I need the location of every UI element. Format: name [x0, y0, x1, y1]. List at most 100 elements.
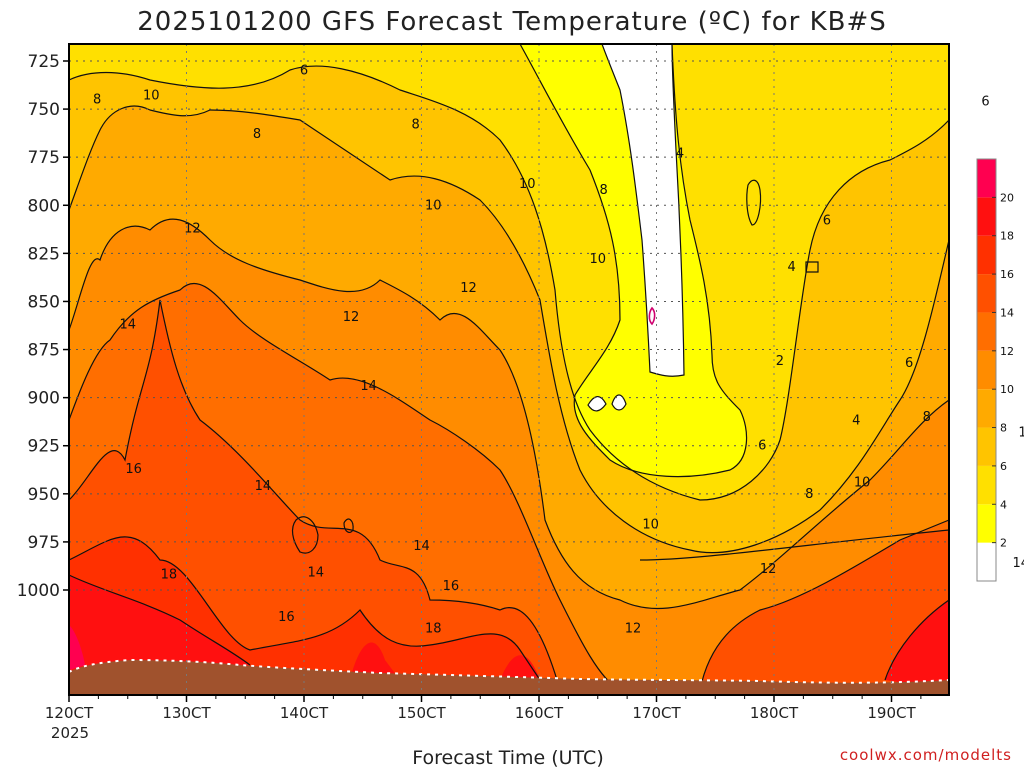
chart-title: 2025101200 GFS Forecast Temperature (ºC)… [137, 7, 887, 37]
colorbar-swatch [977, 159, 996, 198]
field-band-0 [602, 44, 684, 377]
x-tick-label: 130CT [162, 704, 211, 722]
contour-label: 16 [443, 579, 460, 594]
colorbar-label: 14 [1000, 306, 1014, 319]
contour-labels: 6 8 10 8 8 10 10 8 4 6 8 6 4 12 12 10 12 14 14 2 6 8 10 4 6 12 16 1… [93, 64, 1024, 637]
contour-16-islet [291, 516, 319, 554]
colorbar-label: 2 [1000, 537, 1007, 550]
contour-label: 6 [905, 356, 913, 371]
contour-lines [69, 44, 949, 691]
contour-label: 12 [760, 562, 777, 577]
field-band-22 [69, 625, 85, 670]
contour-label: 12 [1018, 425, 1024, 440]
contour-label: 8 [411, 117, 419, 132]
contour-label: 14 [255, 479, 272, 494]
colorbar-swatch [977, 465, 996, 505]
colorbar-swatch [977, 235, 996, 275]
contour-label: 14 [360, 379, 377, 394]
contour-label: 16 [278, 610, 295, 625]
contour-6 [69, 65, 949, 501]
contour-label: 10 [642, 518, 659, 533]
contour-label: 14 [1012, 556, 1024, 571]
contour-label: 18 [161, 568, 178, 583]
field-cold-pocket [588, 396, 606, 411]
colorbar-label: 4 [1000, 498, 1007, 511]
colorbar-label: 12 [1000, 345, 1014, 358]
y-tick-label: 725 [28, 52, 60, 72]
field-band-20-b [350, 642, 400, 680]
y-tick-label: 800 [28, 196, 60, 216]
contour-label: 6 [300, 64, 308, 79]
x-tick-label: 160CT [515, 704, 564, 722]
colorbar-label: 16 [1000, 268, 1014, 281]
x-tick-label: 180CT [750, 704, 799, 722]
contour-label: 6 [758, 439, 766, 454]
contour-label: 10 [589, 252, 606, 267]
colorbar-swatch [977, 197, 996, 236]
contour-label: 12 [460, 281, 477, 296]
contour-label: 10 [143, 89, 160, 104]
contour-label: 6 [823, 214, 831, 229]
colorbar-swatch [977, 504, 996, 543]
contour-2 [601, 44, 685, 377]
contour-label: 8 [805, 487, 813, 502]
terrain-edge [68, 658, 950, 684]
field-band-6 [69, 44, 949, 500]
contour-label: 4 [787, 260, 795, 275]
contour-label: 8 [93, 92, 101, 107]
colorbar-swatch [977, 350, 996, 390]
contour-2-pocket [587, 396, 607, 412]
contour-8-islet [746, 179, 762, 226]
contour-18 [69, 574, 251, 666]
contour-label: 14 [413, 539, 430, 554]
colorbar-swatch [977, 312, 996, 351]
contour-label: 8 [599, 183, 607, 198]
contour-label: 4 [676, 146, 684, 161]
contour-label: 6 [981, 94, 989, 109]
colorbar-swatch [977, 274, 996, 313]
x-axis-label: Forecast Time (UTC) [412, 747, 603, 768]
contour-label: 8 [253, 127, 261, 142]
contour-label: 10 [519, 177, 536, 192]
y-tick-label: 750 [28, 100, 60, 120]
contour-10 [69, 218, 949, 610]
contour-2-pocket-b [611, 394, 627, 411]
contour-label: 10 [425, 198, 442, 213]
y-tick-label: 875 [28, 341, 60, 361]
colorbar-label: 8 [1000, 422, 1007, 435]
y-axis: 725 750 775 800 825 850 875 900 925 950 975 1000 [17, 52, 69, 601]
credit-text: coolwx.com/modelts [840, 746, 1012, 764]
contour-label: 8 [923, 410, 931, 425]
contour-label: 14 [119, 318, 136, 333]
colorbar-label: 20 [1000, 191, 1014, 204]
contour-8-islet-b [805, 261, 819, 273]
contour-label: 12 [625, 621, 642, 636]
temperature-field [69, 44, 949, 695]
plot-frame [68, 43, 950, 696]
contour-label: 12 [184, 221, 201, 236]
colorbar-label: 10 [1000, 383, 1014, 396]
y-tick-label: 975 [28, 533, 60, 553]
colorbar-swatch [977, 389, 996, 428]
colorbar-swatch [977, 427, 996, 466]
y-tick-label: 825 [28, 244, 60, 264]
colorbar-swatch [977, 542, 996, 581]
field-band-20-c [500, 655, 540, 680]
y-tick-label: 900 [28, 389, 60, 409]
y-tick-label: 775 [28, 148, 60, 168]
y-tick-label: 850 [28, 292, 60, 312]
contour-14 [69, 299, 949, 691]
y-tick-label: 950 [28, 485, 60, 505]
contour-label: 14 [307, 566, 324, 581]
x-tick-label: 170CT [632, 704, 681, 722]
contour-label: 18 [425, 621, 442, 636]
colorbar-label: 6 [1000, 460, 1007, 473]
y-tick-label: 925 [28, 437, 60, 457]
field-band-20-d [885, 600, 949, 690]
contour-label: 2 [776, 354, 784, 369]
contour-16-east [884, 599, 949, 681]
x-tick-label: 190CT [867, 704, 916, 722]
contour-16-islet-b [343, 518, 354, 533]
contour-label: 12 [343, 310, 360, 325]
